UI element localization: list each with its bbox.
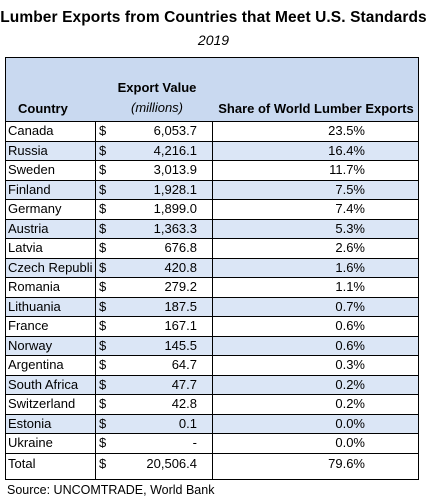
dollar-sign: $ (99, 357, 107, 372)
country-cell: Canada (8, 123, 54, 138)
country-cell: Austria (8, 220, 49, 236)
share-cell: 0.6% (335, 318, 365, 333)
export-value-cell: 279.2 (164, 279, 197, 294)
dollar-sign: $ (99, 435, 107, 450)
export-value-cell: 1,928.1 (153, 181, 197, 197)
dollar-sign: $ (99, 259, 107, 275)
export-value-cell: 676.8 (164, 240, 197, 255)
total-share: 79.6% (328, 455, 365, 471)
export-value-cell: 42.8 (171, 396, 197, 411)
dollar-sign: $ (99, 318, 107, 333)
country-cell: South Africa (8, 376, 79, 392)
share-cell: 7.4% (335, 201, 365, 216)
country-cell: Russia (8, 142, 48, 158)
country-cell: Argentina (8, 357, 64, 372)
share-cell: 5.3% (335, 220, 365, 236)
export-value-cell: 187.5 (164, 298, 197, 314)
country-cell: France (8, 318, 49, 333)
export-value-cell: 4,216.1 (153, 142, 197, 158)
share-cell: 23.5% (328, 123, 365, 138)
dollar-sign: $ (99, 396, 107, 411)
export-value-cell: - (192, 435, 197, 450)
share-cell: 2.6% (335, 240, 365, 255)
header-export-value: Export Value (117, 80, 197, 95)
country-cell: Finland (8, 181, 51, 197)
dollar-sign: $ (99, 298, 107, 314)
export-value-cell: 0.1 (178, 415, 197, 431)
lumber-exports-table: Country Export Value (millions) Share of… (5, 57, 419, 480)
share-cell: 16.4% (328, 142, 365, 158)
export-value-cell: 64.7 (171, 357, 197, 372)
export-value-cell: 1,363.3 (153, 220, 197, 236)
country-cell: Lithuania (8, 298, 61, 314)
export-value-cell: 47.7 (171, 376, 197, 392)
export-value-cell: 420.8 (164, 259, 197, 275)
share-cell: 0.3% (335, 357, 365, 372)
share-cell: 1.1% (335, 279, 365, 294)
header-export-unit: (millions) (131, 100, 183, 115)
dollar-sign: $ (99, 455, 107, 471)
country-cell: Ukraine (8, 435, 53, 450)
dollar-sign: $ (99, 142, 107, 158)
source-note: Source: UNCOMTRADE, World Bank (7, 483, 215, 497)
share-cell: 0.6% (335, 337, 365, 353)
header-share: Share of World Lumber Exports (218, 101, 414, 116)
country-cell: Sweden (8, 162, 55, 177)
country-cell: Switzerland (8, 396, 76, 411)
country-cell: Germany (8, 201, 62, 216)
share-cell: 0.2% (335, 376, 365, 392)
share-cell: 0.0% (335, 435, 365, 450)
total-label: Total (8, 455, 36, 471)
share-cell: 1.6% (335, 259, 365, 275)
column-divider (95, 122, 96, 479)
country-cell: Latvia (8, 240, 43, 255)
share-cell: 11.7% (329, 162, 365, 177)
dollar-sign: $ (99, 123, 107, 138)
country-cell: Norway (8, 337, 53, 353)
column-divider (212, 122, 213, 479)
country-cell: Estonia (8, 415, 52, 431)
table-header: Country Export Value (millions) Share of… (6, 58, 418, 122)
dollar-sign: $ (99, 181, 107, 197)
total-export-value: 20,506.4 (146, 455, 197, 471)
dollar-sign: $ (99, 162, 107, 177)
table-subtitle: 2019 (197, 32, 230, 48)
dollar-sign: $ (99, 201, 107, 216)
header-country: Country (18, 101, 68, 116)
dollar-sign: $ (99, 415, 107, 431)
share-cell: 0.7% (335, 298, 365, 314)
dollar-sign: $ (99, 220, 107, 236)
dollar-sign: $ (99, 337, 107, 353)
export-value-cell: 145.5 (164, 337, 197, 353)
share-cell: 0.2% (335, 396, 365, 411)
country-cell: Czech Republi (8, 259, 93, 275)
share-cell: 7.5% (335, 181, 365, 197)
export-value-cell: 167.1 (164, 318, 197, 333)
export-value-cell: 6,053.7 (153, 123, 197, 138)
export-value-cell: 1,899.0 (153, 201, 197, 216)
dollar-sign: $ (99, 240, 107, 255)
dollar-sign: $ (99, 376, 107, 392)
share-cell: 0.0% (335, 415, 365, 431)
dollar-sign: $ (99, 279, 107, 294)
export-value-cell: 3,013.9 (153, 162, 197, 177)
country-cell: Romania (8, 279, 61, 294)
table-title: Lumber Exports from Countries that Meet … (0, 9, 427, 26)
